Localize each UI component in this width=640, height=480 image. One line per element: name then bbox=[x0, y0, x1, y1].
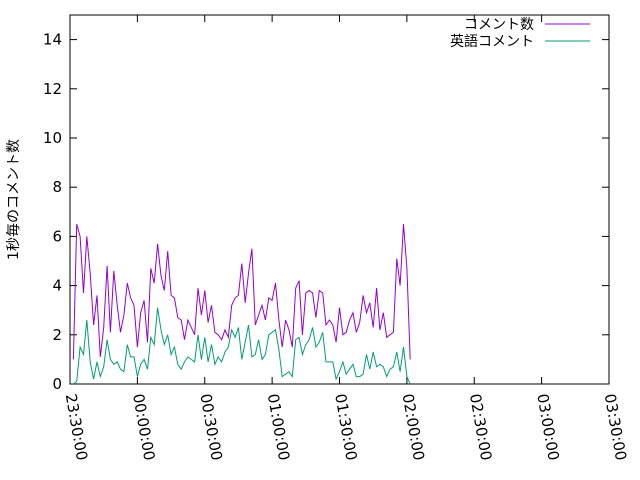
series-line-comments bbox=[72, 223, 411, 360]
y-ticks: 0 2 4 6 8 10 12 14 bbox=[43, 31, 609, 393]
x-ticks: 23:30:00 00:00:00 00:30:00 01:00:00 01:30:00… bbox=[62, 15, 630, 462]
y-tick-label: 0 bbox=[52, 375, 62, 393]
x-tick-label: 23:30:00 bbox=[62, 392, 91, 461]
y-axis-label: 1秒毎のコメント数 bbox=[6, 139, 22, 260]
x-tick-label: 03:30:00 bbox=[601, 392, 630, 461]
x-tick-label: 01:00:00 bbox=[264, 392, 293, 461]
y-tick-label: 8 bbox=[52, 178, 62, 196]
y-tick-label: 10 bbox=[43, 129, 62, 147]
plot-frame bbox=[69, 14, 610, 385]
x-tick-label: 00:00:00 bbox=[129, 392, 158, 461]
x-tick-label: 00:30:00 bbox=[196, 392, 225, 461]
series-line-english-comments bbox=[73, 307, 411, 385]
axes bbox=[69, 14, 610, 385]
y-tick-label: 12 bbox=[43, 80, 62, 98]
x-tick-label: 03:00:00 bbox=[533, 392, 562, 461]
x-tick-label: 02:30:00 bbox=[466, 392, 495, 461]
y-tick-label: 6 bbox=[52, 227, 62, 245]
x-tick-label: 02:00:00 bbox=[399, 392, 428, 461]
legend-label-comments: コメント数 bbox=[464, 17, 534, 33]
y-tick-label: 2 bbox=[52, 326, 62, 344]
y-tick-label: 4 bbox=[52, 277, 62, 295]
series-lines bbox=[72, 223, 411, 385]
x-tick-label: 01:30:00 bbox=[331, 392, 360, 461]
legend-label-english-comments: 英語コメント bbox=[450, 33, 534, 50]
y-tick-label: 14 bbox=[43, 31, 62, 49]
